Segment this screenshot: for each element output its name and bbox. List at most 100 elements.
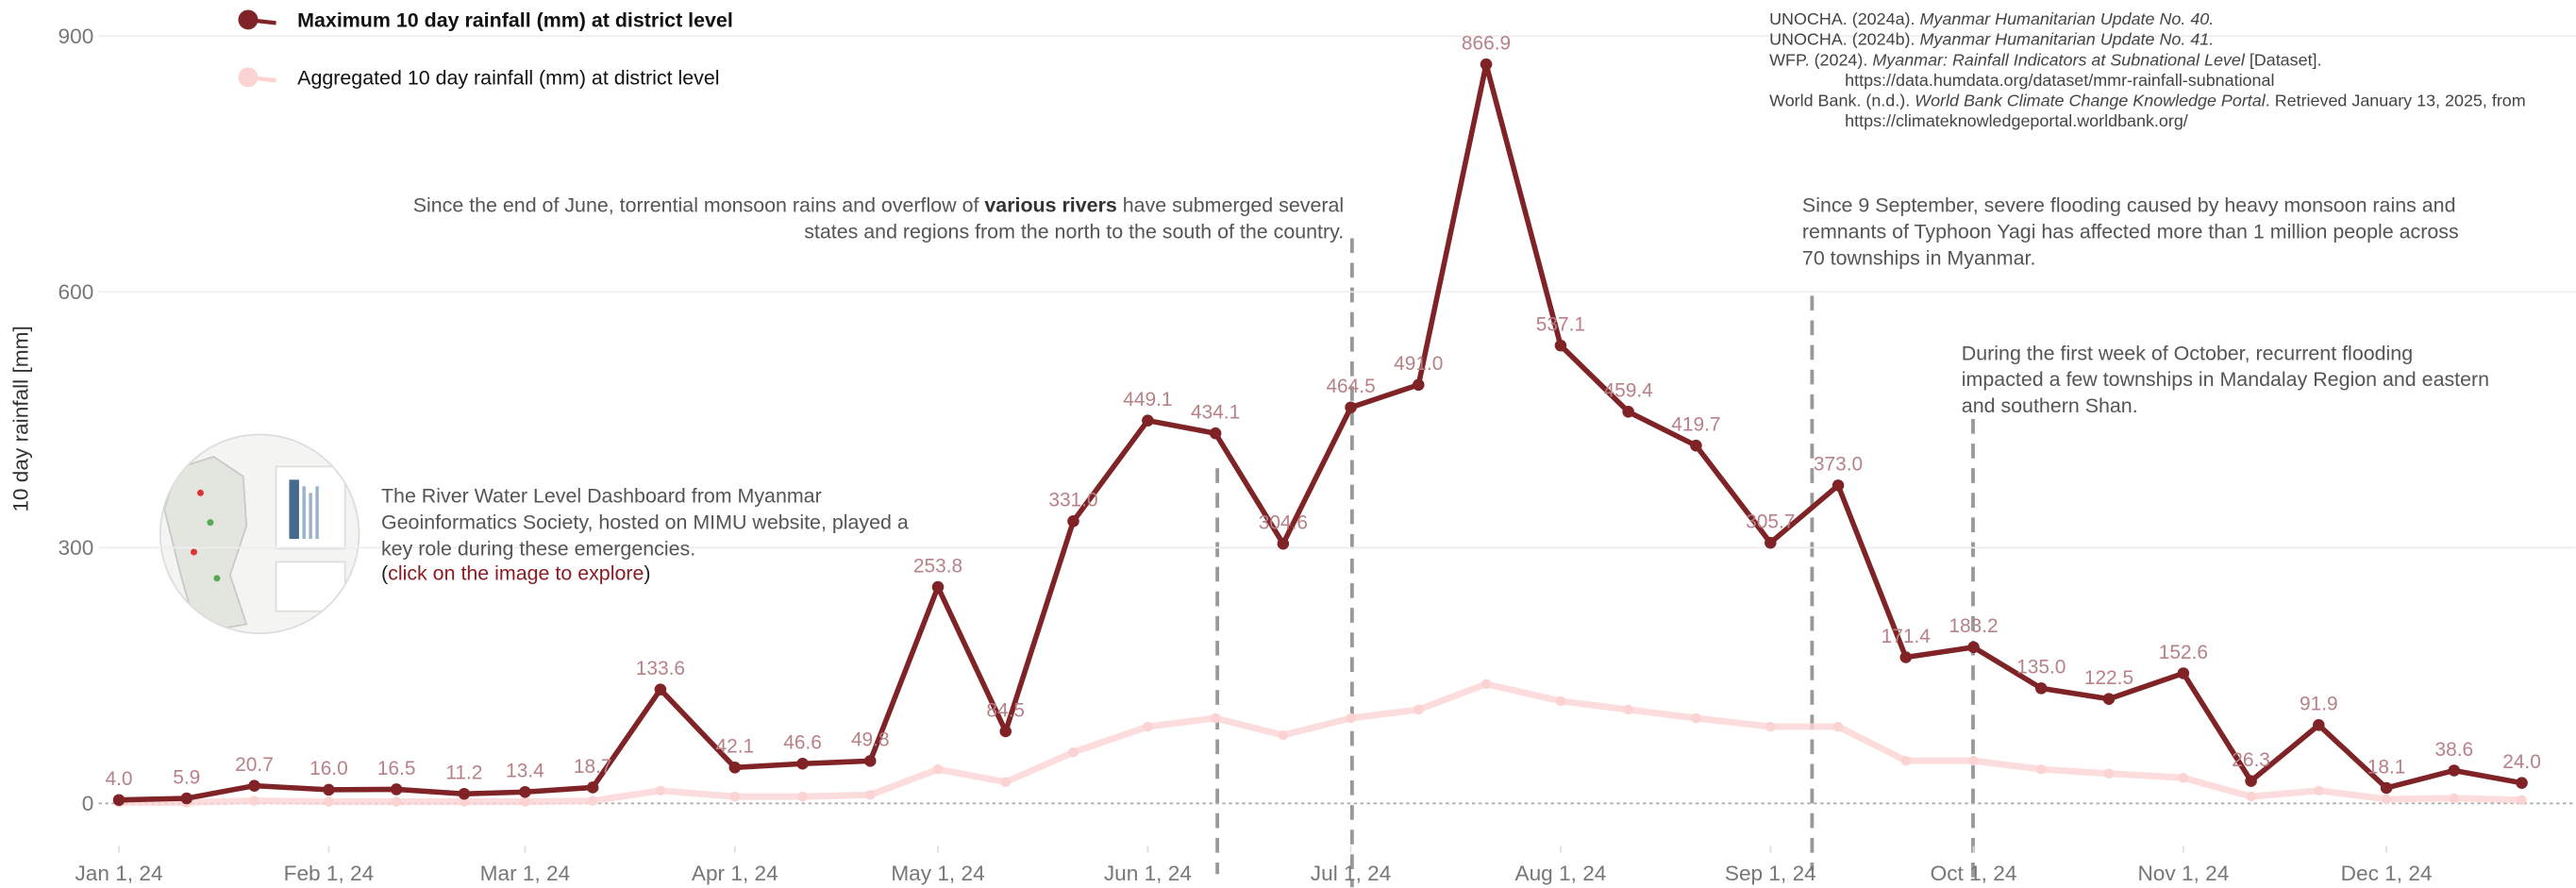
- x-tick-label: May 1, 24: [891, 862, 984, 885]
- data-point: [1968, 756, 1978, 765]
- reference: WFP. (2024). Myanmar: Rainfall Indicator…: [1769, 50, 2321, 69]
- value-label: 171.4: [1882, 626, 1931, 647]
- data-point: [1068, 747, 1078, 757]
- x-tick-label: Mar 1, 24: [480, 862, 571, 885]
- data-point: [249, 796, 259, 805]
- data-point: [1413, 705, 1423, 714]
- data-point: [999, 726, 1012, 738]
- data-point: [2245, 775, 2257, 787]
- y-axis-label: 10 day rainfall [mm]: [9, 326, 33, 511]
- data-point: [1067, 515, 1079, 528]
- x-tick-label: Sep 1, 24: [1725, 862, 1816, 885]
- annotation: remnants of Typhoon Yagi has affected mo…: [1802, 220, 2459, 243]
- data-point: [1480, 59, 1493, 71]
- reference-part: https://data.humdata.org/dataset/mmr-rai…: [1845, 71, 2274, 90]
- value-label: 135.0: [2016, 657, 2066, 679]
- data-point: [248, 779, 260, 792]
- data-point: [1832, 479, 1845, 492]
- value-label: 4.0: [106, 768, 133, 790]
- reference: https://data.humdata.org/dataset/mmr-rai…: [1845, 71, 2274, 90]
- data-point: [520, 796, 529, 806]
- data-point: [1143, 722, 1152, 731]
- value-label: 331.0: [1048, 490, 1097, 511]
- data-point: [2450, 794, 2459, 803]
- data-point: [1901, 756, 1911, 765]
- data-point: [2246, 792, 2255, 801]
- data-point: [1278, 538, 1290, 550]
- series-line: [119, 64, 2521, 800]
- reference: UNOCHA. (2024a). Myanmar Humanitarian Up…: [1769, 9, 2214, 28]
- value-label: 91.9: [2300, 694, 2338, 715]
- y-tick-label: 900: [59, 25, 94, 48]
- value-label: 38.6: [2434, 739, 2473, 761]
- thumbnail-dot: [207, 519, 213, 526]
- x-tick-label: Apr 1, 24: [692, 862, 778, 885]
- legend-label: Maximum 10 day rainfall (mm) at district…: [297, 9, 733, 32]
- y-tick-label: 300: [59, 536, 94, 560]
- value-label: 537.1: [1536, 313, 1585, 335]
- reference: World Bank. (n.d.). World Bank Climate C…: [1769, 91, 2526, 109]
- value-label: 49.8: [851, 729, 890, 751]
- data-point: [655, 683, 667, 695]
- data-point: [2103, 693, 2116, 705]
- reference-part: https://climateknowledgeportal.worldbank…: [1845, 111, 2188, 130]
- value-label: 18.7: [574, 756, 612, 778]
- thumbnail-dot: [213, 575, 220, 581]
- x-tick-label: Jun 1, 24: [1104, 862, 1192, 885]
- annotation-part: Since the end of June, torrential monsoo…: [413, 194, 985, 217]
- annotation: The River Water Level Dashboard from Mya…: [381, 485, 822, 508]
- data-point: [1142, 414, 1154, 427]
- annotation-part: (: [381, 562, 388, 585]
- data-point: [864, 755, 877, 767]
- value-label: 26.3: [2232, 749, 2270, 771]
- annotation: (click on the image to explore): [381, 562, 651, 585]
- data-point: [2314, 786, 2323, 796]
- annotation: and southern Shan.: [1962, 394, 2138, 417]
- value-label: 183.2: [1949, 615, 1998, 637]
- reference-part: [Dataset].: [2245, 50, 2322, 69]
- data-point: [1900, 651, 1913, 663]
- thumbnail-bar: [309, 493, 311, 539]
- reference-part: World Bank Climate Change Knowledge Port…: [1915, 91, 2267, 109]
- value-label: 304.6: [1259, 512, 1308, 534]
- value-label: 152.6: [2159, 642, 2208, 663]
- annotation-lines: [1217, 238, 1973, 887]
- y-tick-label: 0: [82, 792, 94, 815]
- reference-part: WFP. (2024).: [1769, 50, 1872, 69]
- thumbnail-bar: [289, 479, 298, 539]
- data-point: [2179, 773, 2188, 782]
- thumbnail-dot: [191, 548, 197, 555]
- data-point: [1413, 379, 1425, 392]
- annotation: During the first week of October, recurr…: [1962, 342, 2413, 364]
- value-label: 373.0: [1814, 454, 1863, 476]
- reference-part: Myanmar Humanitarian Update No. 40.: [1919, 9, 2214, 28]
- data-point: [1833, 722, 1843, 731]
- data-point: [1967, 642, 1980, 654]
- data-point: [1279, 730, 1288, 740]
- chart: 030060090010 day rainfall [mm]Jan 1, 24F…: [0, 0, 2576, 888]
- value-label: 24.0: [2502, 751, 2541, 773]
- data-point: [656, 786, 665, 796]
- data-point: [1555, 340, 1567, 352]
- annotation-part: ): [644, 562, 650, 585]
- value-label: 18.1: [2367, 756, 2406, 778]
- page: {"chart_data": { "type": "line", "y_labe…: [0, 0, 2576, 888]
- data-point: [1210, 427, 1222, 440]
- value-label: 84.5: [986, 699, 1025, 721]
- dashboard-link[interactable]: click on the image to explore: [388, 562, 644, 585]
- dashboard-thumbnail[interactable]: [158, 434, 361, 638]
- data-point: [1481, 679, 1491, 689]
- thumbnail-bar: [315, 486, 318, 539]
- value-label: 133.6: [636, 658, 685, 679]
- data-point: [1345, 401, 1357, 413]
- value-label: 491.0: [1394, 353, 1443, 375]
- reference-part: Myanmar: Rainfall Indicators at Subnatio…: [1872, 50, 2246, 69]
- value-label: 20.7: [235, 754, 274, 776]
- data-point: [2104, 768, 2114, 778]
- reference-part: Myanmar Humanitarian Update No. 41.: [1919, 30, 2214, 49]
- data-point: [2449, 764, 2461, 777]
- data-point: [181, 793, 193, 805]
- data-point: [1623, 705, 1632, 714]
- data-point: [797, 792, 807, 801]
- x-tick-label: Nov 1, 24: [2137, 862, 2229, 885]
